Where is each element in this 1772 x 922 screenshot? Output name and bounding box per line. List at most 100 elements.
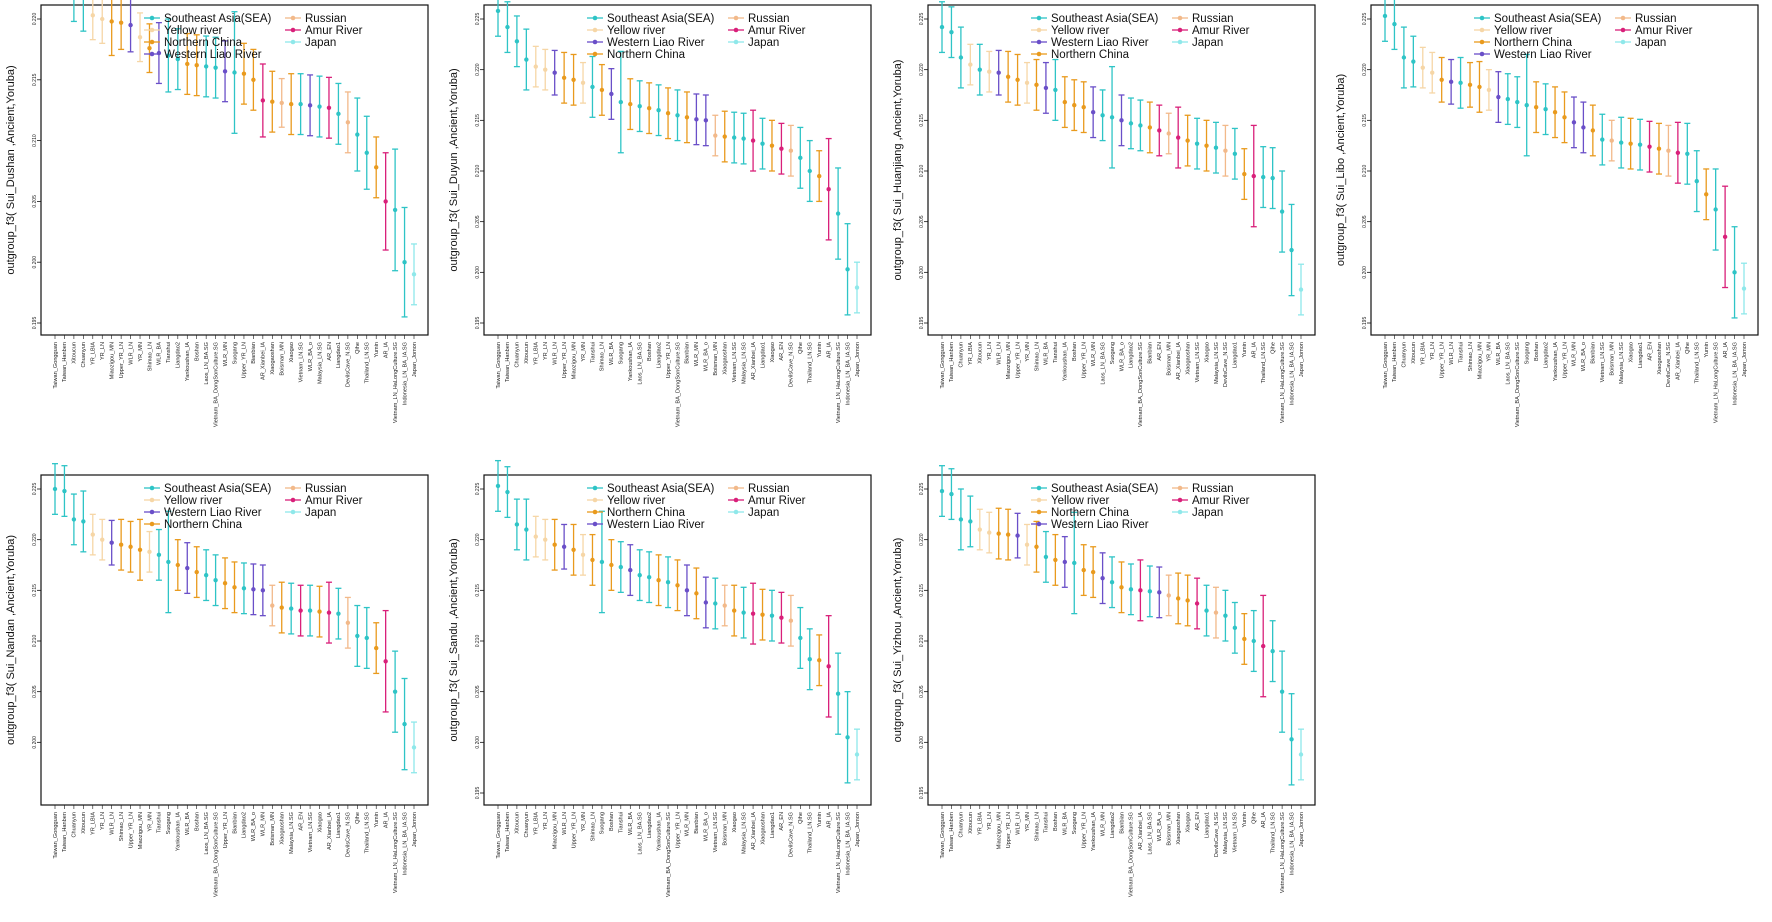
x-tick-label: Suogang	[619, 342, 625, 364]
data-point	[1232, 625, 1238, 631]
x-tick-label: Upper_YR_LN	[242, 342, 248, 378]
legend: Southeast Asia(SEA) Russian Yellow river Am…	[144, 13, 363, 61]
data-point	[996, 70, 1001, 75]
legend-label: Western Liao River	[164, 49, 262, 61]
error-bar-point	[1203, 119, 1210, 172]
error-bar-point	[1419, 46, 1426, 89]
legend: Southeast Asia(SEA) Russian Yellow river Am…	[1474, 13, 1693, 61]
data-point	[1261, 643, 1266, 649]
error-bar-point	[155, 21, 162, 85]
error-bar-point	[787, 594, 794, 647]
data-point	[769, 613, 775, 618]
data-point	[1261, 174, 1266, 180]
x-tick-label: YR_LN	[543, 812, 549, 830]
data-point	[1562, 115, 1567, 120]
data-point	[71, 517, 77, 522]
error-bar-point	[542, 48, 549, 91]
error-bar-point	[1127, 563, 1134, 616]
y-axis-label: outgroup_f3( Sui_Huanjiang ,Ancient,Yoru…	[892, 60, 904, 281]
error-bar-point	[854, 261, 860, 314]
legend: Southeast Asia(SEA) Russian Yellow river Am…	[587, 13, 806, 61]
y-tick-label: 0.215	[919, 114, 925, 127]
error-bar-point	[1165, 112, 1172, 155]
error-bar-point	[1014, 512, 1021, 559]
x-tick-label: Tianshui	[1053, 342, 1059, 363]
data-point	[694, 117, 699, 122]
data-point	[561, 75, 567, 80]
legend-label: Russian	[748, 13, 790, 25]
error-bar-point	[1618, 116, 1625, 169]
data-point	[1242, 636, 1247, 642]
x-tick-label: Shimao_LN	[590, 812, 596, 841]
legend-marker	[592, 51, 598, 57]
data-point	[1552, 110, 1558, 115]
data-point	[364, 635, 369, 641]
error-bar-point	[750, 582, 757, 645]
legend-marker	[733, 27, 739, 33]
x-tick-label: Vietnam_LN.SG	[1195, 342, 1201, 382]
data-point	[798, 635, 803, 641]
x-tick-label: Taiwan_Hanben	[949, 812, 955, 852]
legend-marker	[1177, 497, 1183, 503]
error-bar-point	[231, 561, 238, 614]
x-tick-label: Indonesia_LN_BA_IA.SG	[402, 342, 408, 405]
legend-marker	[1479, 15, 1485, 21]
data-point	[835, 211, 841, 216]
data-point	[1505, 96, 1511, 102]
data-point	[1128, 121, 1134, 126]
error-bar-point	[203, 35, 210, 98]
x-tick-label: Liangdao2	[647, 812, 653, 838]
x-tick-label: Xiaogaoshan	[1657, 342, 1663, 375]
y-tick-label: 0.215	[475, 584, 481, 597]
x-tick-label: AR_Xianbei_IA	[1176, 342, 1182, 380]
legend-marker	[1479, 39, 1485, 45]
error-bar-point	[1250, 609, 1257, 673]
error-bar-point	[1005, 508, 1012, 561]
data-point	[166, 53, 171, 58]
error-bar-point	[184, 542, 191, 595]
error-bar-point	[297, 584, 304, 637]
error-bar-point	[1589, 104, 1596, 157]
x-tick-label: Bianbian	[1591, 342, 1597, 364]
legend-marker	[1620, 39, 1626, 45]
data-point	[279, 100, 284, 106]
x-tick-label: DevilsCave_N.SG	[346, 812, 352, 857]
x-tick-label: WLR_LN	[109, 812, 115, 835]
y-tick-label: 0.210	[32, 635, 38, 648]
data-point	[383, 199, 388, 204]
y-axis-label: outgroup_f3( Sui_Duyun ,Ancient,Yoruba)	[448, 68, 460, 271]
x-tick-label: Qihe	[798, 812, 804, 824]
error-bar-point	[1137, 99, 1144, 152]
error-bar-point	[995, 49, 1002, 96]
y-tick-label: 0.220	[475, 63, 481, 76]
y-tick-label: 0.210	[919, 635, 925, 648]
legend-label: Russian	[1192, 13, 1234, 25]
legend-label: Japan	[1635, 37, 1666, 49]
data-point	[817, 658, 822, 663]
error-bar-point	[127, 520, 134, 573]
error-bar-point	[1061, 76, 1068, 129]
legend-label: Russian	[305, 483, 347, 495]
data-point	[185, 565, 190, 571]
x-tick-label: Malaysia_LN.SG	[1223, 812, 1229, 854]
error-bar-point	[598, 510, 605, 614]
error-bar-point	[1109, 65, 1116, 169]
data-point	[561, 544, 567, 549]
error-bar-point	[1448, 58, 1455, 105]
error-bar-point	[948, 6, 955, 59]
data-point	[1100, 575, 1105, 581]
data-point	[194, 569, 199, 575]
legend-marker	[290, 27, 296, 33]
x-tick-label: Boisman_MN	[723, 812, 729, 846]
data-point	[336, 111, 341, 117]
chart-panel-1: 0.195 0.200 0.205 0.210 0.215 0.220 outgroup_f…	[5, 0, 429, 427]
error-bar-point	[797, 606, 804, 670]
error-bar-point	[392, 650, 399, 733]
legend-marker	[1177, 509, 1183, 515]
data-point	[590, 84, 595, 90]
error-bar-point	[1599, 113, 1606, 166]
y-tick-label: 0.200	[1362, 266, 1368, 279]
x-tick-label: Laos_LN_BA.SG	[1100, 342, 1106, 385]
data-point	[1015, 77, 1020, 83]
